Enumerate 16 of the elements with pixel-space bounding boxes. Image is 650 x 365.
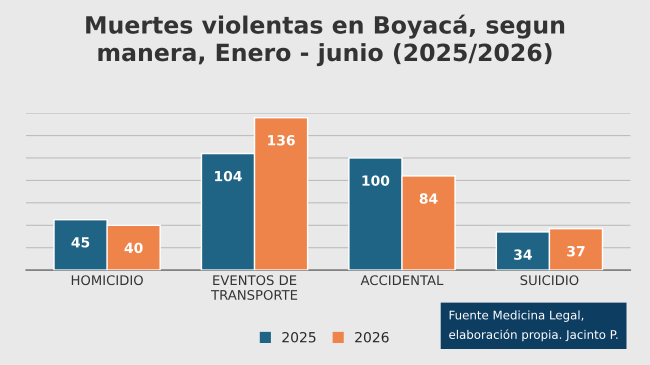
data-label: 136 [268, 134, 295, 146]
data-label: 34 [514, 249, 532, 260]
x-tick-label: SUICIDIO [520, 275, 578, 286]
data-label: 45 [72, 237, 90, 248]
x-tick-label: EVENTOS DE TRANSPORTE [211, 275, 298, 300]
data-label: 37 [567, 246, 585, 256]
legend-label: 2026 [355, 332, 389, 343]
data-label: 100 [362, 175, 390, 186]
data-label: 40 [124, 242, 143, 254]
legend-label: 2025 [282, 332, 316, 343]
data-label: 104 [215, 170, 242, 182]
x-tick-label: ACCIDENTAL [360, 275, 444, 286]
chart-title: Muertes violentas en Boyacá, segun manera, Enero - junio (2025/2026) [86, 14, 564, 66]
x-tick-label: HOMICIDIO [72, 275, 143, 286]
source-note: Fuente Medicina Legal, elaboración propia. Jacinto P. [449, 310, 618, 342]
data-label: 84 [420, 193, 438, 204]
